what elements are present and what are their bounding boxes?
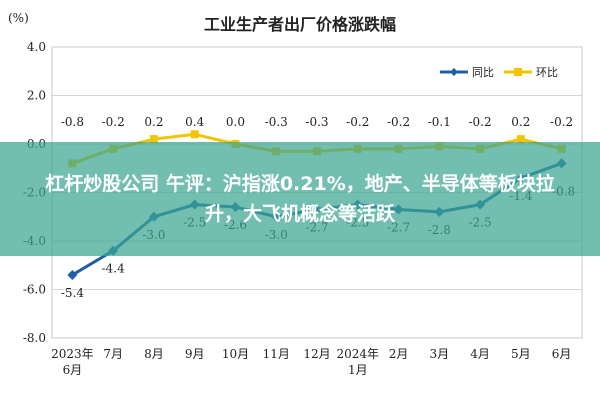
legend-label-1: 环比	[536, 66, 558, 79]
mom-data-label-4: 0.0	[226, 115, 245, 129]
x-tick-label-1: 7月	[103, 347, 123, 361]
series-point-1-2	[149, 135, 158, 144]
y-tick-label-6: -8.0	[23, 331, 46, 345]
chart-title: 工业生产者出厂价格涨跌幅	[204, 15, 396, 34]
x-tick-label-line: 2023年	[51, 347, 94, 361]
x-tick-label-line: 3月	[429, 347, 449, 361]
x-tick-label-5: 11月	[263, 347, 290, 361]
x-tick-label-3: 9月	[185, 347, 205, 361]
x-tick-label-8: 2月	[389, 347, 409, 361]
x-tick-label-line: 6月	[63, 363, 83, 377]
x-tick-label-line: 7月	[103, 347, 123, 361]
legend-marker-1	[514, 68, 522, 76]
mom-data-label-7: -0.2	[346, 115, 369, 129]
yoy-data-label-0: -5.4	[61, 286, 85, 300]
legend-marker-0	[450, 68, 458, 76]
x-tick-label-0: 2023年 6月	[51, 347, 94, 377]
mom-data-label-1: -0.2	[102, 115, 125, 129]
x-tick-label-line: 2月	[389, 347, 409, 361]
mom-data-label-2: 0.2	[144, 115, 163, 129]
x-tick-label-9: 3月	[429, 347, 449, 361]
x-tick-label-line: 4月	[470, 347, 490, 361]
y-tick-label-5: -6.0	[23, 283, 46, 297]
headline-text[interactable]: 杠杆炒股公司 午评：沪指涨0.21%，地产、半导体等板块拉升，大飞机概念等活跃	[45, 173, 555, 225]
legend-label-0: 同比	[472, 66, 494, 79]
mom-data-label-8: -0.2	[387, 115, 410, 129]
x-tick-label-line: 1月	[348, 363, 368, 377]
x-tick-label-line: 8月	[144, 347, 164, 361]
series-point-1-3	[190, 130, 199, 139]
x-tick-label-4: 10月	[222, 347, 249, 361]
x-tick-label-2: 8月	[144, 347, 164, 361]
x-tick-label-line: 12月	[303, 347, 330, 361]
x-tick-label-11: 5月	[511, 347, 531, 361]
x-tick-label-line: 5月	[511, 347, 531, 361]
y-tick-label-1: 2.0	[27, 89, 46, 103]
mom-data-label-5: -0.3	[265, 115, 288, 129]
mom-data-label-11: 0.2	[511, 115, 530, 129]
x-tick-label-line: 10月	[222, 347, 249, 361]
x-tick-label-line: 6月	[552, 347, 572, 361]
y-axis-unit-label: (%)	[8, 11, 29, 25]
x-tick-label-line: 11月	[263, 347, 290, 361]
x-tick-label-line: 2024年	[336, 347, 379, 361]
series-point-0-0	[67, 269, 78, 280]
mom-data-label-0: -0.8	[61, 115, 84, 129]
legend: 同比 环比	[440, 66, 558, 79]
mom-data-label-9: -0.1	[428, 115, 451, 129]
mom-data-label-10: -0.2	[469, 115, 492, 129]
x-tick-label-7: 2024年 1月	[336, 347, 379, 377]
mom-data-label-3: 0.4	[185, 115, 204, 129]
headline-banner[interactable]: 杠杆炒股公司 午评：沪指涨0.21%，地产、半导体等板块拉升，大飞机概念等活跃	[0, 142, 600, 256]
y-tick-label-0: 4.0	[27, 40, 46, 54]
mom-data-label-6: -0.3	[305, 115, 328, 129]
x-tick-label-10: 4月	[470, 347, 490, 361]
yoy-data-label-1: -4.4	[102, 262, 126, 276]
series-point-1-11	[516, 135, 525, 144]
x-tick-label-12: 6月	[552, 347, 572, 361]
mom-data-label-12: -0.2	[550, 115, 573, 129]
x-tick-label-6: 12月	[303, 347, 330, 361]
x-tick-label-line: 9月	[185, 347, 205, 361]
